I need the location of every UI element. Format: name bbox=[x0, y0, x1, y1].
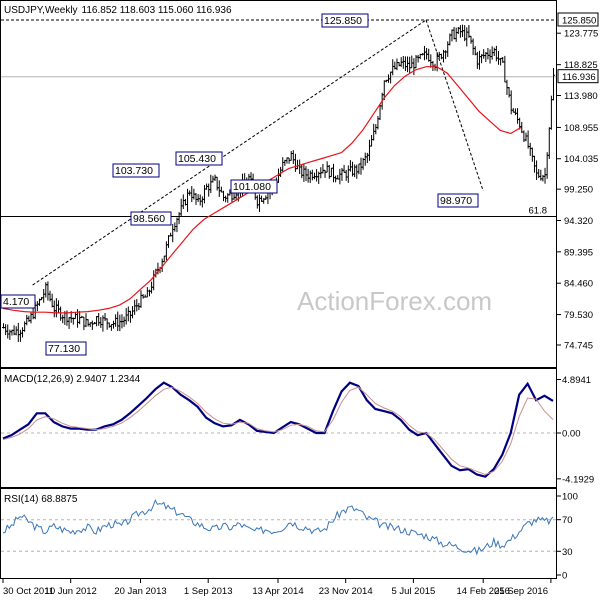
macd-header: MACD(12,26,9) 2.9407 1.2344 bbox=[4, 374, 141, 385]
price-bars bbox=[2, 24, 555, 343]
price-axis-label: 79.530 bbox=[564, 310, 593, 321]
annotation-77-130: 77.130 bbox=[45, 341, 87, 356]
price-axis: 123.775 118.825 113.980 108.955 104.035 99.25… bbox=[557, 12, 599, 352]
annotation-label: 98.560 bbox=[133, 213, 165, 225]
annotation-label: 105.430 bbox=[178, 153, 216, 165]
signal-line bbox=[2, 386, 554, 476]
price-pane-frame bbox=[0, 0, 557, 368]
annotation-label: 4.170 bbox=[3, 296, 29, 308]
annotation-label: 125.850 bbox=[324, 15, 362, 27]
annotation-105-430: 105.430 bbox=[175, 151, 223, 166]
annotation-box bbox=[437, 193, 479, 208]
price-axis-label: 118.825 bbox=[564, 60, 598, 71]
macd-axis-label: 4.8941 bbox=[562, 375, 591, 386]
price-axis-label: 108.955 bbox=[564, 123, 598, 134]
time-axis-label: 10 Jun 2012 bbox=[45, 586, 97, 597]
time-axis-label: 25 Sep 2016 bbox=[494, 586, 548, 597]
price-axis-label: 84.460 bbox=[564, 279, 593, 290]
annotation-box bbox=[45, 341, 87, 356]
time-axis-label: 13 Apr 2014 bbox=[252, 586, 303, 597]
annotation-103-730: 103.730 bbox=[112, 163, 160, 178]
annotation-box bbox=[230, 179, 278, 194]
time-axis-label: 5 Jul 2015 bbox=[391, 586, 435, 597]
top-level-box bbox=[557, 12, 599, 27]
macd-pane-frame bbox=[0, 368, 557, 488]
annotation-125-850: 125.850 bbox=[321, 13, 369, 28]
annotation-boxes: 125.850 103.730 105.430 101.080 98.560 98.970… bbox=[0, 13, 479, 356]
annotation-box bbox=[0, 294, 36, 309]
annotation-label: 101.080 bbox=[233, 181, 271, 193]
macd-axis-label: -4.1929 bbox=[562, 474, 594, 485]
annotation-4-170: 4.170 bbox=[0, 294, 36, 309]
rsi-header: RSI(14) 68.8875 bbox=[4, 494, 78, 505]
annotation-label: 98.970 bbox=[440, 195, 472, 207]
current-price-box bbox=[557, 69, 599, 84]
fib-label: 61.8 bbox=[529, 206, 548, 217]
price-bar bbox=[552, 68, 555, 101]
rsi-line bbox=[2, 498, 554, 556]
trend-line-down bbox=[425, 19, 484, 192]
rsi-pane-frame bbox=[0, 488, 557, 579]
time-axis-label: 1 Sep 2013 bbox=[184, 586, 233, 597]
watermark: ActionForex.com bbox=[297, 286, 492, 316]
price-axis-label: 74.745 bbox=[564, 341, 593, 352]
annotation-box bbox=[130, 211, 172, 226]
price-axis-label: 99.250 bbox=[564, 185, 593, 196]
annotation-98-970: 98.970 bbox=[437, 193, 479, 208]
price-gridlines: 61.8 bbox=[1, 19, 556, 218]
trend-line-up bbox=[32, 19, 427, 286]
time-axis-label: 30 Oct 2011 bbox=[3, 586, 54, 597]
macd-indicator: 4.8941 0.00 -4.1929 bbox=[1, 375, 594, 485]
symbol-header: USDJPY,Weekly 116.852 118.603 115.060 116… bbox=[4, 5, 232, 16]
rsi-axis-label: 100 bbox=[562, 492, 578, 503]
macd-axis-label: 0.00 bbox=[562, 429, 581, 440]
current-price-axis-label: 116.936 bbox=[562, 72, 596, 83]
annotation-box bbox=[321, 13, 369, 28]
price-axis-label: 104.035 bbox=[564, 154, 598, 165]
top-level-axis-label: 125.850 bbox=[562, 16, 596, 27]
annotation-98-560: 98.560 bbox=[130, 211, 172, 226]
price-axis-label: 123.775 bbox=[564, 29, 598, 40]
time-axis-label: 20 Jan 2013 bbox=[114, 586, 166, 597]
price-axis-label: 94.320 bbox=[564, 216, 593, 227]
annotation-label: 77.130 bbox=[48, 343, 80, 355]
time-axis-label: 14 Feb 2016 bbox=[457, 586, 510, 597]
annotation-label: 103.730 bbox=[115, 165, 153, 177]
rsi-indicator: 100 70 30 0 bbox=[1, 492, 578, 582]
rsi-axis-label: 0 bbox=[562, 571, 567, 582]
rsi-axis-label: 70 bbox=[562, 515, 573, 526]
trend-lines bbox=[32, 19, 484, 286]
annotation-box bbox=[112, 163, 160, 178]
annotation-101-080: 101.080 bbox=[230, 179, 278, 194]
time-axis-label: 23 Nov 2014 bbox=[319, 586, 373, 597]
rsi-axis-label: 30 bbox=[562, 547, 573, 558]
price-axis-label: 89.395 bbox=[564, 247, 593, 258]
price-axis-label: 113.980 bbox=[564, 91, 598, 102]
annotation-box bbox=[175, 151, 223, 166]
